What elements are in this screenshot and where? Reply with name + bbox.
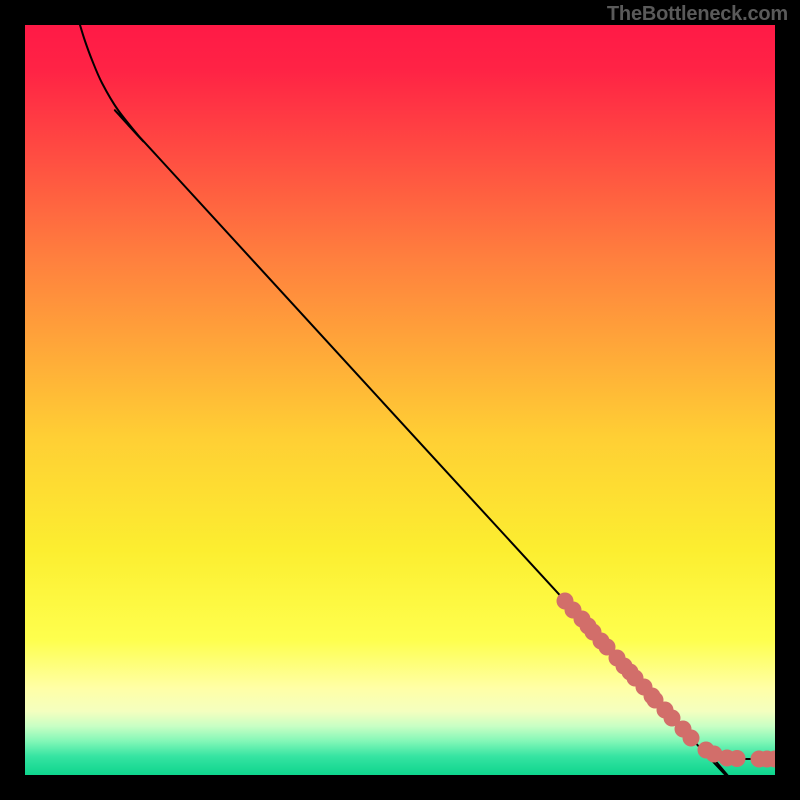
- data-marker: [729, 750, 746, 767]
- data-marker: [683, 730, 700, 747]
- chart-plot: [25, 25, 775, 775]
- chart-container: TheBottleneck.com: [0, 0, 800, 800]
- gradient-background: [25, 25, 775, 775]
- watermark-text: TheBottleneck.com: [607, 3, 788, 26]
